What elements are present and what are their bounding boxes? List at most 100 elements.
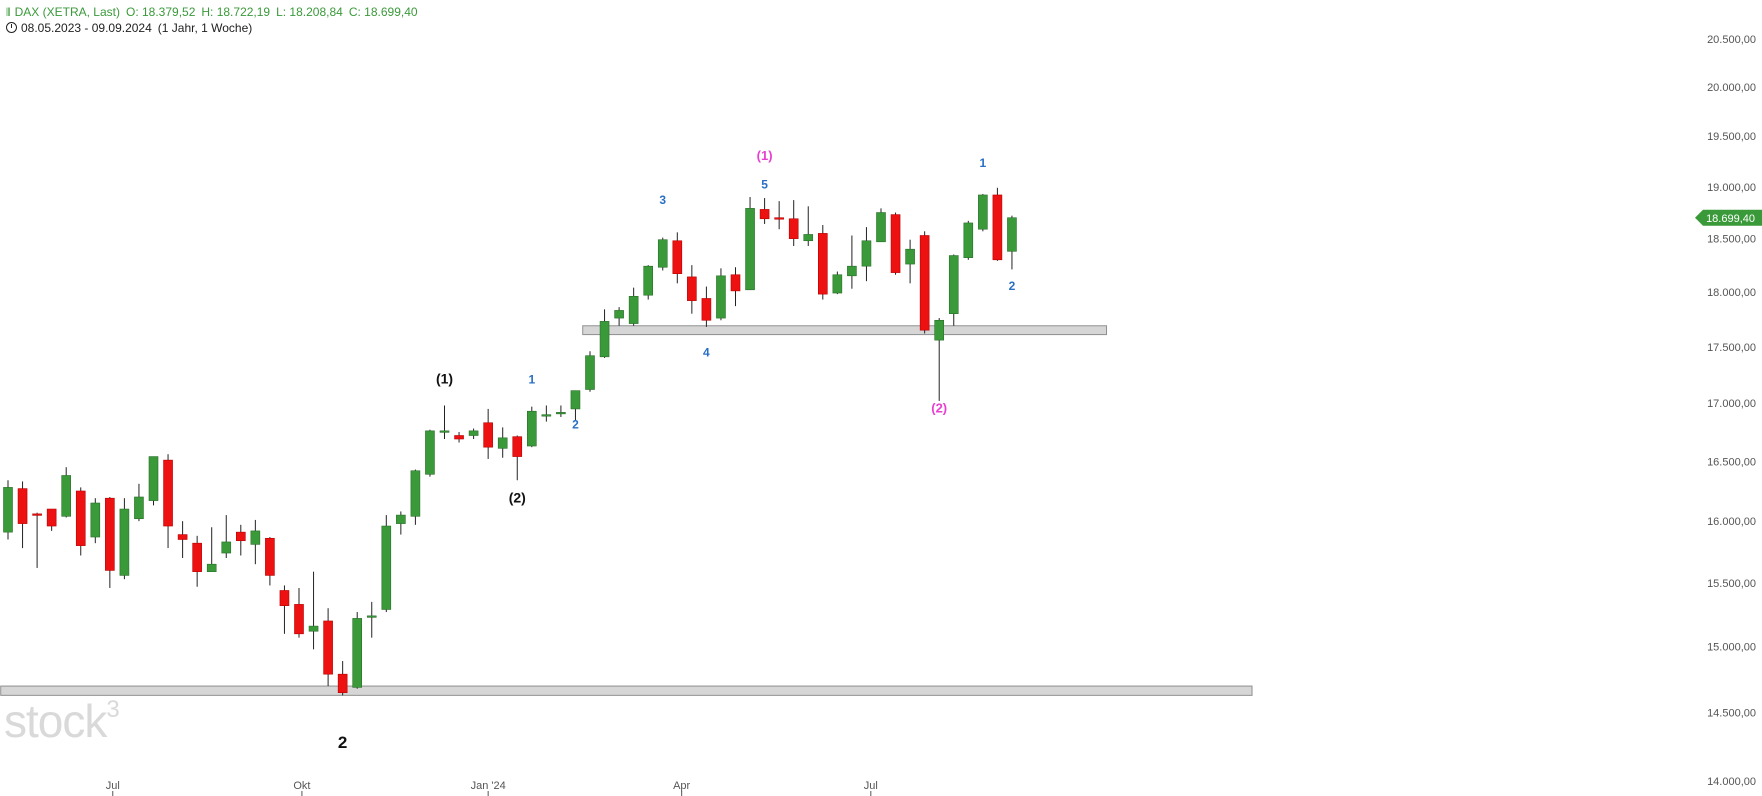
candle [788, 200, 799, 247]
candle-body [730, 274, 741, 292]
candle [745, 197, 755, 291]
candle-body [308, 625, 319, 632]
candle [410, 469, 421, 525]
wave-label: 3 [659, 193, 666, 207]
candle-body [643, 265, 654, 296]
candle [381, 515, 392, 613]
y-tick-label: 20.000,00 [1707, 82, 1756, 94]
candle [177, 521, 188, 558]
candle-body [759, 209, 770, 220]
candle [352, 612, 363, 689]
candle [206, 527, 217, 572]
candle-body [876, 212, 886, 243]
candle-body [352, 618, 363, 688]
high-value: H: 18.722,19 [201, 5, 271, 19]
candle [294, 587, 304, 638]
candle-body [687, 276, 697, 301]
candle [3, 480, 13, 540]
last-price-badge [1695, 209, 1762, 226]
candle [105, 496, 115, 588]
y-tick-label: 18.000,00 [1707, 287, 1756, 299]
candle-body [701, 298, 712, 321]
candle-body [410, 470, 421, 517]
candle-body [134, 496, 144, 520]
period-label: (1 Jahr, 1 Woche) [157, 21, 253, 35]
candle-body [716, 275, 726, 319]
x-tick-label: Apr [673, 780, 690, 792]
candle-body [105, 497, 115, 571]
candle [978, 193, 988, 232]
candle-body [119, 508, 130, 576]
candle [512, 435, 523, 481]
candle-body [236, 531, 246, 542]
candle-body [905, 248, 915, 265]
candle [439, 405, 450, 440]
chart-header-ohlc: ⫴ DAX (XETRA, Last) O: 18.379,52 H: 18.722,… [6, 5, 418, 20]
candle [279, 585, 290, 634]
candle-body [526, 410, 537, 447]
candle-body [221, 541, 232, 554]
x-tick-label: Jan '24 [471, 780, 506, 792]
candle [17, 481, 28, 549]
y-tick-label: 14.500,00 [1707, 708, 1756, 720]
candle [774, 201, 784, 230]
y-tick-label: 16.500,00 [1707, 456, 1756, 468]
candlestick-icon: ⫴ [6, 7, 11, 19]
date-range: 08.05.2023 - 09.09.2024 [21, 21, 152, 35]
candle [1007, 215, 1017, 270]
candle-body [890, 214, 901, 273]
candle [454, 432, 464, 443]
candle-body [17, 488, 28, 524]
candle [861, 227, 872, 282]
candle [948, 254, 959, 326]
candle [163, 454, 173, 549]
candle-body [934, 319, 945, 341]
candle-body [468, 430, 479, 436]
candle [803, 206, 814, 247]
close-value: C: 18.699,40 [348, 5, 418, 19]
candle-body [628, 295, 639, 324]
candle [759, 198, 770, 224]
candle [468, 428, 479, 440]
candle [75, 487, 86, 556]
candle [716, 268, 726, 321]
candle-body [657, 239, 668, 268]
candle [265, 537, 275, 586]
candle-body [978, 194, 988, 230]
wave-label: (1) [436, 370, 453, 386]
wave-label: 2 [1009, 279, 1016, 293]
candle-body [279, 590, 290, 606]
candle [614, 307, 624, 326]
candle [337, 661, 348, 696]
candle-body [570, 390, 581, 410]
wave-label: 2 [338, 733, 347, 752]
candle-body [177, 534, 188, 540]
candle [963, 220, 974, 260]
candle [847, 235, 857, 289]
candle-body [919, 235, 930, 331]
last-price-tag: 18.699,40 [1695, 209, 1762, 226]
wave-label: (2) [931, 400, 947, 415]
candle-body [206, 563, 217, 572]
wave-label: 5 [761, 177, 768, 191]
chart-header-range: 08.05.2023 - 09.09.2024 (1 Jahr, 1 Woche) [6, 21, 252, 35]
candle-body [774, 217, 784, 220]
candle-body [75, 490, 86, 546]
candle-body [599, 321, 610, 358]
candle-body [788, 218, 799, 239]
candle-body [323, 620, 333, 675]
candle [556, 405, 566, 417]
candle-body [948, 255, 959, 315]
candle-body [556, 412, 566, 415]
candle-body [337, 673, 348, 693]
candle-body [439, 430, 450, 433]
x-tick-label: Jul [106, 780, 120, 792]
open-value: O: 18.379,52 [125, 5, 196, 19]
wave-label: 1 [528, 372, 535, 386]
candle-body [366, 615, 377, 618]
y-tick-label: 19.500,00 [1707, 131, 1756, 143]
candle-body [265, 537, 275, 576]
y-tick-label: 14.000,00 [1707, 776, 1756, 788]
candle-body [192, 542, 202, 572]
